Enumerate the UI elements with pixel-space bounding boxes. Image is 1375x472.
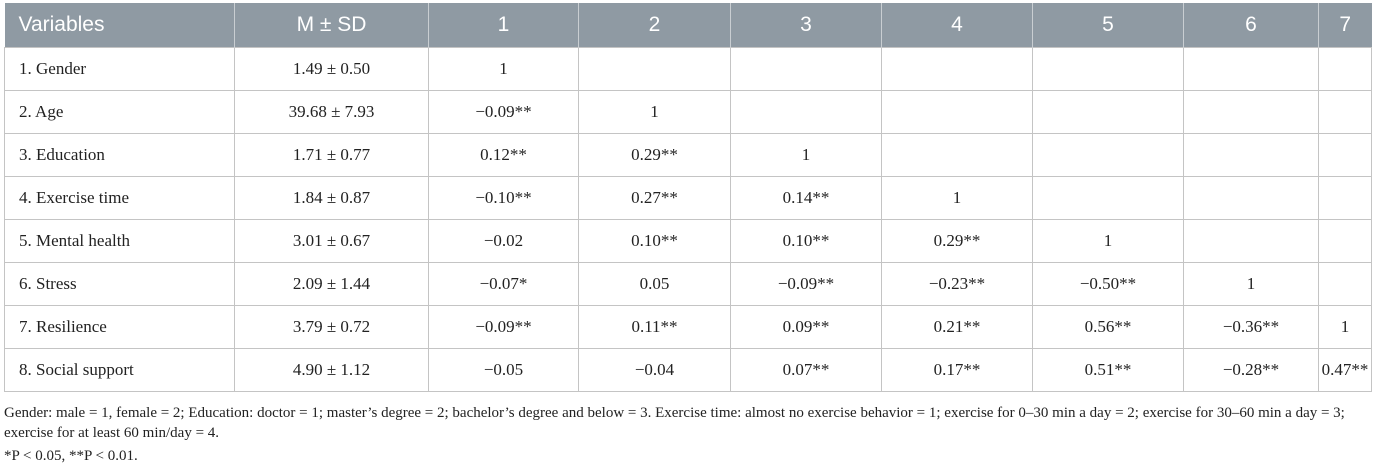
row-variable-label: 1. Gender <box>4 47 235 91</box>
correlation-cell: 0.21** <box>881 305 1033 349</box>
correlation-cell: 1 <box>1318 305 1372 349</box>
correlation-cell <box>1183 176 1319 220</box>
row-mean-sd: 1.84 ± 0.87 <box>234 176 429 220</box>
row-variable-label: 4. Exercise time <box>4 176 235 220</box>
table-header-row: Variables M ± SD 1 2 3 4 5 6 7 <box>4 3 1372 48</box>
table-row: 2. Age 39.68 ± 7.93 −0.09** 1 <box>4 90 1372 134</box>
correlation-cell: 0.05 <box>578 262 731 306</box>
header-col-6: 6 <box>1183 3 1319 48</box>
correlation-cell <box>1183 47 1319 91</box>
correlation-cell: 0.29** <box>881 219 1033 263</box>
table-row: 8. Social support 4.90 ± 1.12 −0.05 −0.04 0.… <box>4 348 1372 392</box>
row-mean-sd: 4.90 ± 1.12 <box>234 348 429 392</box>
correlation-cell: 1 <box>1183 262 1319 306</box>
row-variable-label: 2. Age <box>4 90 235 134</box>
correlation-cell: 1 <box>881 176 1033 220</box>
header-col-2: 2 <box>578 3 731 48</box>
row-variable-label: 3. Education <box>4 133 235 177</box>
row-variable-label: 5. Mental health <box>4 219 235 263</box>
correlation-cell: −0.10** <box>428 176 579 220</box>
correlation-cell <box>1318 90 1372 134</box>
correlation-cell: 0.29** <box>578 133 731 177</box>
correlation-cell <box>1318 133 1372 177</box>
header-col-3: 3 <box>730 3 882 48</box>
correlation-cell: 0.51** <box>1032 348 1184 392</box>
correlation-cell: −0.09** <box>428 305 579 349</box>
correlation-cell: 1 <box>1032 219 1184 263</box>
correlation-cell <box>1318 47 1372 91</box>
correlation-cell <box>730 90 882 134</box>
row-mean-sd: 39.68 ± 7.93 <box>234 90 429 134</box>
correlation-cell: −0.04 <box>578 348 731 392</box>
table-row: 6. Stress 2.09 ± 1.44 −0.07* 0.05 −0.09** −0.… <box>4 262 1372 306</box>
row-mean-sd: 3.79 ± 0.72 <box>234 305 429 349</box>
correlation-cell: −0.50** <box>1032 262 1184 306</box>
row-mean-sd: 1.71 ± 0.77 <box>234 133 429 177</box>
correlation-cell: 0.17** <box>881 348 1033 392</box>
table-row: 7. Resilience 3.79 ± 0.72 −0.09** 0.11** 0.0… <box>4 305 1372 349</box>
correlation-cell <box>578 47 731 91</box>
table-row: 4. Exercise time 1.84 ± 0.87 −0.10** 0.27**… <box>4 176 1372 220</box>
correlation-cell <box>730 47 882 91</box>
correlation-cell: 1 <box>428 47 579 91</box>
footnote-legend: Gender: male = 1, female = 2; Education:… <box>4 405 1345 441</box>
correlation-cell <box>881 133 1033 177</box>
row-mean-sd: 2.09 ± 1.44 <box>234 262 429 306</box>
table-body: 1. Gender 1.49 ± 0.50 1 2. Age 39.68 ± 7.93−… <box>4 47 1372 392</box>
correlation-cell <box>1183 133 1319 177</box>
correlation-cell: −0.09** <box>730 262 882 306</box>
correlation-cell <box>881 47 1033 91</box>
correlation-table: Variables M ± SD 1 2 3 4 5 6 7 1. Gender… <box>4 3 1372 392</box>
correlation-cell: 1 <box>578 90 731 134</box>
table-row: 5. Mental health 3.01 ± 0.67 −0.02 0.10** 0.… <box>4 219 1372 263</box>
correlation-cell <box>1318 262 1372 306</box>
correlation-cell <box>1318 176 1372 220</box>
correlation-cell: −0.05 <box>428 348 579 392</box>
correlation-cell: −0.23** <box>881 262 1033 306</box>
header-col-5: 5 <box>1032 3 1184 48</box>
correlation-cell: 0.12** <box>428 133 579 177</box>
row-variable-label: 7. Resilience <box>4 305 235 349</box>
correlation-cell <box>1032 176 1184 220</box>
table-row: 3. Education 1.71 ± 0.77 0.12** 0.29** 1 <box>4 133 1372 177</box>
correlation-cell: 0.14** <box>730 176 882 220</box>
correlation-cell <box>1032 90 1184 134</box>
header-col-4: 4 <box>881 3 1033 48</box>
correlation-cell <box>1032 47 1184 91</box>
correlation-cell <box>1183 219 1319 263</box>
header-mean-sd: M ± SD <box>234 3 429 48</box>
correlation-cell <box>1318 219 1372 263</box>
correlation-cell: −0.36** <box>1183 305 1319 349</box>
correlation-cell: −0.09** <box>428 90 579 134</box>
correlation-cell <box>1032 133 1184 177</box>
row-variable-label: 6. Stress <box>4 262 235 306</box>
correlation-cell <box>1183 90 1319 134</box>
correlation-cell: 0.07** <box>730 348 882 392</box>
row-mean-sd: 3.01 ± 0.67 <box>234 219 429 263</box>
correlation-cell: 0.10** <box>730 219 882 263</box>
correlation-cell: −0.07* <box>428 262 579 306</box>
header-col-1: 1 <box>428 3 579 48</box>
table-row: 1. Gender 1.49 ± 0.50 1 <box>4 47 1372 91</box>
correlation-cell: 0.47** <box>1318 348 1372 392</box>
correlation-cell: −0.28** <box>1183 348 1319 392</box>
footnote-significance: *P < 0.05, **P < 0.01. <box>4 448 138 464</box>
row-variable-label: 8. Social support <box>4 348 235 392</box>
correlation-cell: −0.02 <box>428 219 579 263</box>
row-mean-sd: 1.49 ± 0.50 <box>234 47 429 91</box>
correlation-cell <box>881 90 1033 134</box>
correlation-cell: 0.09** <box>730 305 882 349</box>
header-variables: Variables <box>4 3 235 48</box>
correlation-cell: 0.27** <box>578 176 731 220</box>
correlation-cell: 1 <box>730 133 882 177</box>
correlation-cell: 0.56** <box>1032 305 1184 349</box>
header-col-7: 7 <box>1318 3 1372 48</box>
correlation-cell: 0.11** <box>578 305 731 349</box>
correlation-cell: 0.10** <box>578 219 731 263</box>
